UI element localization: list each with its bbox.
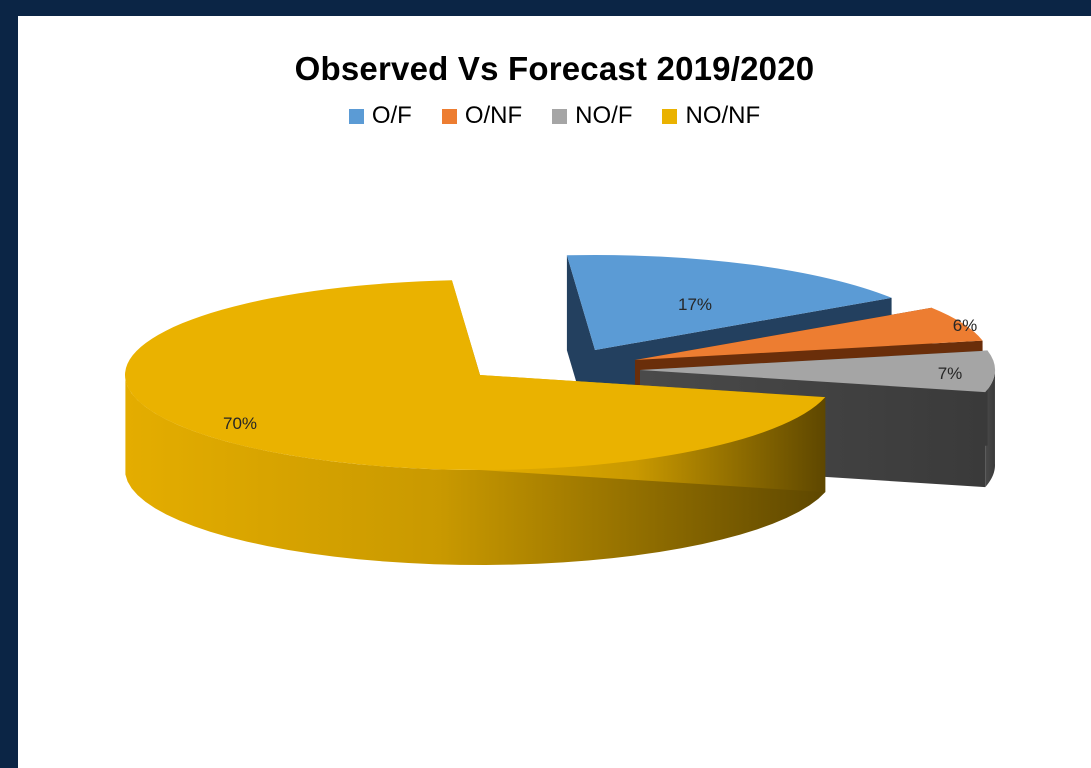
legend-label-nonf: NO/NF bbox=[685, 102, 761, 129]
data-label-onf: 6% bbox=[953, 316, 978, 335]
legend: O/F O/NF NO/F NO/NF bbox=[18, 102, 1091, 130]
chart-title: Observed Vs Forecast 2019/2020 bbox=[294, 50, 815, 87]
pie-slice-nonf bbox=[124, 280, 826, 565]
legend-swatch-onf bbox=[441, 108, 457, 124]
data-label-nof: 7% bbox=[938, 364, 963, 383]
legend-swatch-of bbox=[348, 108, 364, 124]
data-label-of: 17% bbox=[678, 295, 712, 314]
data-label-nonf: 70% bbox=[223, 414, 257, 433]
legend-swatch-nonf bbox=[662, 108, 678, 124]
legend-item-nof: NO/F bbox=[552, 102, 632, 130]
legend-label-of: O/F bbox=[371, 102, 412, 129]
legend-label-onf: O/NF bbox=[464, 102, 523, 129]
legend-label-nof: NO/F bbox=[575, 102, 633, 129]
legend-swatch-nof bbox=[552, 108, 568, 124]
legend-item-nonf: NO/NF bbox=[662, 102, 760, 130]
legend-item-onf: O/NF bbox=[441, 102, 523, 130]
legend-item-of: O/F bbox=[348, 102, 412, 130]
